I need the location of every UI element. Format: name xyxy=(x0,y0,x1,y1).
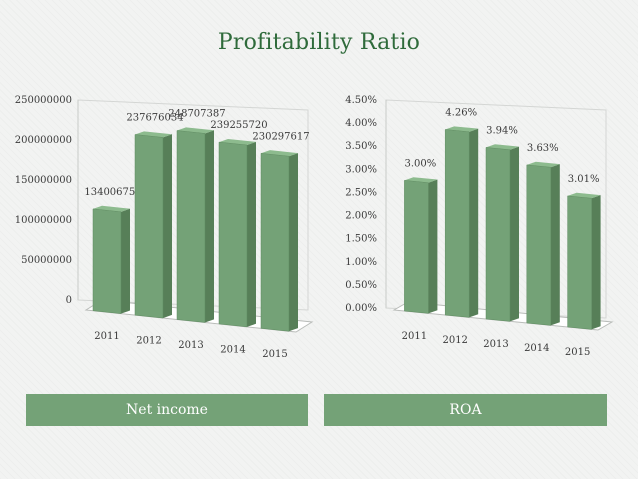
roa-x-tick-label-2012: 2012 xyxy=(442,335,467,346)
roa-x-tick-label-2011: 2011 xyxy=(402,331,427,342)
net-income-bar-2015 xyxy=(260,153,290,332)
roa-bar-side-2013 xyxy=(510,146,519,322)
roa-y-tick-label: 2.00% xyxy=(345,211,377,222)
net-income-chart: 0 50000000 100000000 150000000 200000000 2500… xyxy=(15,95,314,360)
roa-data-label-2013: 3.94% xyxy=(486,125,518,136)
roa-x-tick-label-2014: 2014 xyxy=(524,343,549,354)
roa-bar-side-2012 xyxy=(469,128,479,318)
roa-bar-2011 xyxy=(404,180,429,314)
roa-chart: 0.00% 0.50% 1.00% 1.50% 2.00% 2.50% 3.00% 3.50%… xyxy=(345,95,614,358)
net-income-bar-top-2012 xyxy=(135,131,172,138)
net-income-bar-top-2014 xyxy=(219,138,256,146)
net-income-bar-top-2013 xyxy=(177,127,214,134)
roa-data-label-2011: 3.00% xyxy=(405,158,437,169)
net-income-y-tick-label: 100000000 xyxy=(15,215,72,226)
net-income-data-label-2015: 230297617 xyxy=(252,131,309,142)
roa-bar-2015 xyxy=(567,195,592,330)
net-income-data-label-2014: 239255720 xyxy=(210,120,267,131)
net-income-y-tick-label: 0 xyxy=(66,295,72,306)
net-income-y-tick-label: 250000000 xyxy=(15,95,72,106)
roa-bar-side-2014 xyxy=(550,164,560,326)
net-income-x-tick-label-2015: 2015 xyxy=(262,349,287,360)
net-income-bar-side-2011 xyxy=(121,208,130,314)
roa-bar-top-2014 xyxy=(526,161,560,168)
roa-data-label-2012: 4.26% xyxy=(445,107,477,118)
net-income-bar-top-2011 xyxy=(93,205,130,212)
roa-bar-2012 xyxy=(444,129,470,318)
roa-data-label-2015: 3.01% xyxy=(568,174,600,185)
roa-y-tick-label: 1.50% xyxy=(345,234,377,245)
net-income-bar-2014 xyxy=(218,141,248,328)
roa-y-tick-label: 3.00% xyxy=(345,164,377,175)
net-income-bar-2013 xyxy=(176,130,206,323)
roa-bar-top-2015 xyxy=(567,192,601,199)
net-income-caption: Net income xyxy=(26,394,308,426)
roa-x-tick-label-2015: 2015 xyxy=(565,347,590,358)
net-income-bar-top-2015 xyxy=(261,150,298,157)
roa-y-tick-label: 0.50% xyxy=(345,280,377,291)
roa-bar-side-2011 xyxy=(428,179,438,314)
net-income-bar-side-2015 xyxy=(289,153,298,332)
roa-bar-top-2013 xyxy=(486,144,519,150)
roa-bar-top-2012 xyxy=(445,126,479,132)
net-income-data-label-2012: 237676034 xyxy=(126,112,183,123)
net-income-x-tick-label-2013: 2013 xyxy=(178,340,203,351)
net-income-bar-side-2012 xyxy=(163,134,172,319)
roa-bar-2013 xyxy=(485,147,511,322)
net-income-bar-2011 xyxy=(92,208,122,314)
roa-y-tick-label: 4.50% xyxy=(345,95,377,106)
roa-x-tick-label-2013: 2013 xyxy=(483,339,508,350)
net-income-y-tick-label: 150000000 xyxy=(15,175,72,186)
roa-y-tick-label: 1.00% xyxy=(345,257,377,268)
net-income-y-tick-label: 50000000 xyxy=(21,255,72,266)
net-income-bar-side-2013 xyxy=(205,130,214,323)
roa-y-tick-label: 2.50% xyxy=(345,187,377,198)
roa-y-tick-label: 4.00% xyxy=(345,118,377,129)
page-title: Profitability Ratio xyxy=(217,30,421,55)
net-income-x-tick-label-2014: 2014 xyxy=(220,344,245,355)
net-income-y-tick-label: 200000000 xyxy=(15,135,72,146)
roa-bar-side-2015 xyxy=(591,195,601,330)
net-income-x-tick-label-2012: 2012 xyxy=(136,336,161,347)
roa-caption: ROA xyxy=(324,394,607,426)
net-income-bar-side-2014 xyxy=(247,141,256,327)
net-income-bar-2012 xyxy=(134,134,164,319)
roa-y-tick-label: 0.00% xyxy=(345,303,377,314)
roa-y-tick-label: 3.50% xyxy=(345,141,377,152)
net-income-data-label-2011: 134006754 xyxy=(84,187,141,198)
net-income-x-tick-label-2011: 2011 xyxy=(94,331,119,342)
roa-bar-top-2011 xyxy=(404,177,438,183)
roa-bar-2014 xyxy=(526,164,552,326)
roa-data-label-2014: 3.63% xyxy=(527,143,559,154)
net-income-data-label-2013: 248707387 xyxy=(168,109,225,120)
